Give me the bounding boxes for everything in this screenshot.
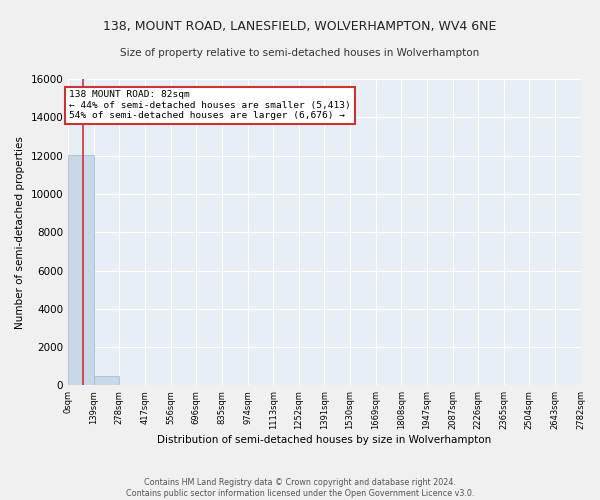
Text: 138 MOUNT ROAD: 82sqm
← 44% of semi-detached houses are smaller (5,413)
54% of s: 138 MOUNT ROAD: 82sqm ← 44% of semi-deta… [69,90,351,120]
Bar [68,154,94,386]
Text: 138, MOUNT ROAD, LANESFIELD, WOLVERHAMPTON, WV4 6NE: 138, MOUNT ROAD, LANESFIELD, WOLVERHAMPT… [103,20,497,33]
Text: Size of property relative to semi-detached houses in Wolverhampton: Size of property relative to semi-detach… [121,48,479,58]
Bar [94,376,119,386]
X-axis label: Distribution of semi-detached houses by size in Wolverhampton: Distribution of semi-detached houses by … [157,435,491,445]
Text: Contains HM Land Registry data © Crown copyright and database right 2024.
Contai: Contains HM Land Registry data © Crown c… [126,478,474,498]
Y-axis label: Number of semi-detached properties: Number of semi-detached properties [15,136,25,328]
